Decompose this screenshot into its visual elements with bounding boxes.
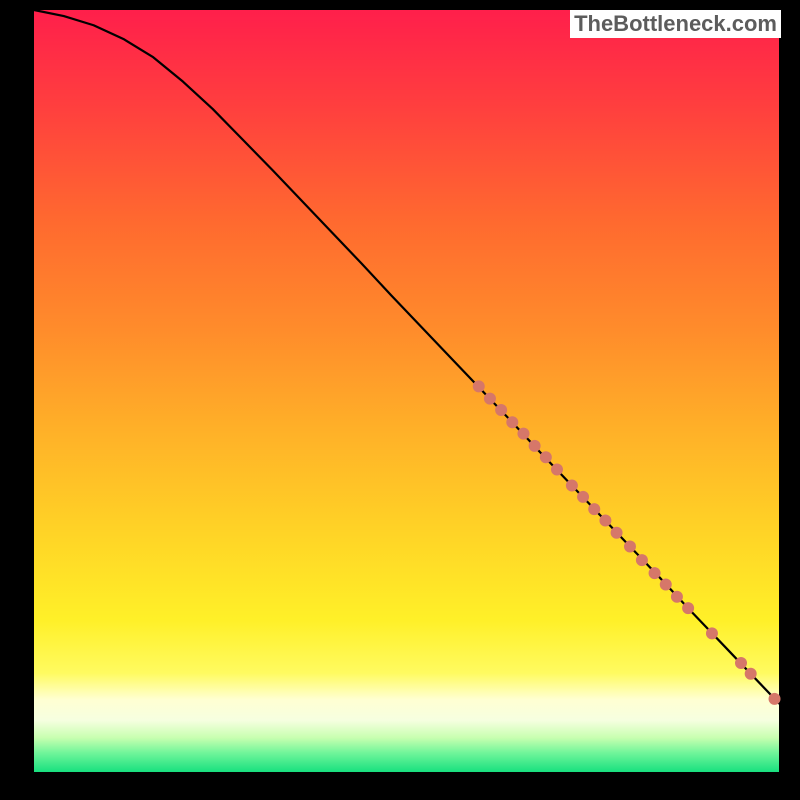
watermark-label: TheBottleneck.com xyxy=(570,10,781,38)
chart-plot-area xyxy=(34,10,779,772)
watermark-text: TheBottleneck.com xyxy=(574,11,777,36)
